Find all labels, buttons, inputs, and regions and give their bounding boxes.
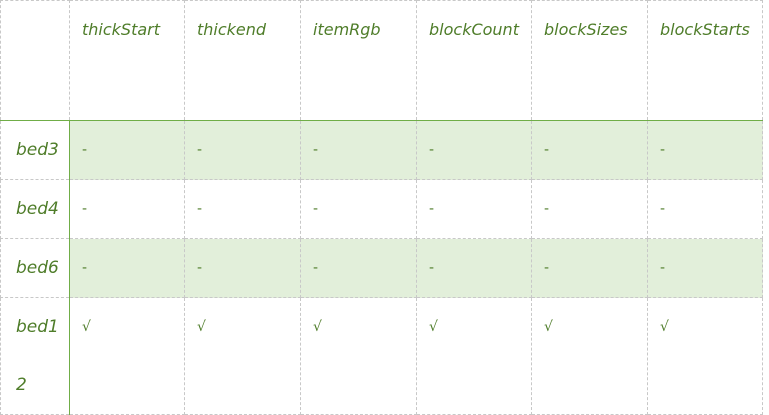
cell: - xyxy=(416,179,532,239)
cell: - xyxy=(184,120,301,180)
cell: - xyxy=(416,120,532,180)
header-thickstart: thickStart xyxy=(69,0,185,121)
row-label: bed4 xyxy=(0,179,70,239)
cell: √ xyxy=(647,297,763,415)
cell: √ xyxy=(300,297,417,415)
cell: - xyxy=(300,120,417,180)
cell: - xyxy=(531,120,648,180)
row-label: bed6 xyxy=(0,238,70,298)
cell: - xyxy=(184,179,301,239)
header-row: thickStart thickend itemRgb blockCount b… xyxy=(0,0,763,121)
cell: - xyxy=(184,238,301,298)
header-blocksizes: blockSizes xyxy=(531,0,648,121)
cell: √ xyxy=(69,297,185,415)
cell: - xyxy=(416,238,532,298)
table-row: bed12 √ √ √ √ √ √ xyxy=(0,297,763,415)
row-label: bed3 xyxy=(0,120,70,180)
cell: √ xyxy=(184,297,301,415)
table-row: bed3 - - - - - - xyxy=(0,120,763,180)
cell: - xyxy=(647,238,763,298)
row-label: bed12 xyxy=(0,297,70,415)
table-row: bed4 - - - - - - xyxy=(0,179,763,239)
header-itemrgb: itemRgb xyxy=(300,0,417,121)
cell: - xyxy=(531,238,648,298)
cell: √ xyxy=(531,297,648,415)
cell: - xyxy=(647,120,763,180)
header-blockstarts: blockStarts xyxy=(647,0,763,121)
table-row: bed6 - - - - - - xyxy=(0,238,763,298)
cell: - xyxy=(300,179,417,239)
corner-cell xyxy=(0,0,70,121)
header-blockcount: blockCount xyxy=(416,0,532,121)
cell: - xyxy=(69,120,185,180)
cell: - xyxy=(300,238,417,298)
cell: - xyxy=(69,238,185,298)
cell: √ xyxy=(416,297,532,415)
cell: - xyxy=(69,179,185,239)
cell: - xyxy=(531,179,648,239)
header-thickend: thickend xyxy=(184,0,301,121)
cell: - xyxy=(647,179,763,239)
